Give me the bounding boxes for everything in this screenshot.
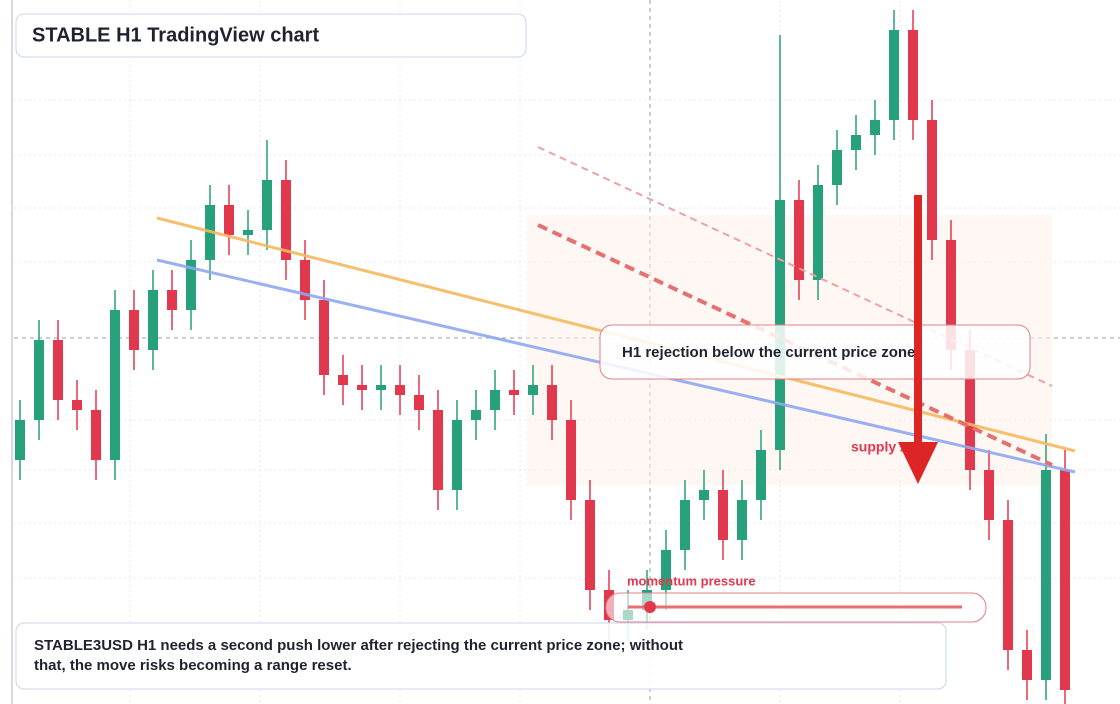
candle-body bbox=[528, 385, 538, 395]
candle-body bbox=[224, 205, 234, 235]
candle-body bbox=[243, 230, 253, 235]
candle-body bbox=[794, 200, 804, 280]
candle-body bbox=[376, 385, 386, 390]
candle-body bbox=[946, 240, 956, 350]
candle-body bbox=[452, 420, 462, 490]
candle-body bbox=[1041, 470, 1051, 680]
candle-body bbox=[490, 390, 500, 410]
candles bbox=[15, 10, 1070, 704]
candle-body bbox=[851, 135, 861, 150]
momentum-label: momentum pressure bbox=[627, 573, 756, 588]
candle-body bbox=[357, 385, 367, 390]
candle-body bbox=[1003, 520, 1013, 650]
candle-body bbox=[1022, 650, 1032, 680]
annotation-box bbox=[599, 324, 1031, 380]
candle-body bbox=[889, 30, 899, 120]
candle-body bbox=[908, 30, 918, 120]
candle-body bbox=[509, 390, 519, 395]
chart-title: STABLE H1 TradingView chart bbox=[32, 24, 319, 46]
candle-body bbox=[471, 410, 481, 420]
zone-label: H1 rejection below the current price zon… bbox=[622, 344, 915, 361]
momentum-dot bbox=[644, 601, 656, 613]
arrow-head bbox=[898, 442, 938, 484]
candle-body bbox=[1060, 470, 1070, 690]
candle-body bbox=[395, 385, 405, 395]
note-wrap: STABLE3USD H1 needs a second push lower … bbox=[34, 637, 684, 674]
candle-body bbox=[110, 310, 120, 460]
candle-body bbox=[927, 120, 937, 240]
channel-line bbox=[537, 223, 1053, 467]
candle-body bbox=[585, 500, 595, 590]
candle-body bbox=[186, 260, 196, 310]
candle-body bbox=[813, 185, 823, 280]
candle-body bbox=[15, 420, 25, 460]
candle-body bbox=[34, 340, 44, 420]
candle-body bbox=[547, 385, 557, 420]
candle-body bbox=[148, 290, 158, 350]
candle-body bbox=[53, 340, 63, 400]
candle-body bbox=[72, 400, 82, 410]
candle-body bbox=[414, 395, 424, 410]
candle-body bbox=[262, 180, 272, 230]
candle-body bbox=[566, 420, 576, 500]
candle-body bbox=[91, 410, 101, 460]
note: STABLE3USD H1 needs a second push lower … bbox=[34, 637, 684, 674]
candle-body bbox=[300, 260, 310, 300]
candle-body bbox=[737, 500, 747, 540]
candle-body bbox=[319, 300, 329, 375]
candle-body bbox=[129, 310, 139, 350]
candle-body bbox=[680, 500, 690, 550]
candle-body bbox=[699, 490, 709, 500]
candle-body bbox=[661, 550, 671, 590]
candle-body bbox=[433, 410, 443, 490]
candle-body bbox=[965, 350, 975, 470]
candle-body bbox=[281, 180, 291, 260]
candle-body bbox=[718, 490, 728, 540]
candle-body bbox=[870, 120, 880, 135]
title-box bbox=[15, 13, 527, 58]
note-box bbox=[15, 622, 947, 690]
candle-body bbox=[338, 375, 348, 385]
candle-body bbox=[984, 470, 994, 520]
candle-body bbox=[756, 450, 766, 500]
candle-body bbox=[167, 290, 177, 310]
candle-body bbox=[832, 150, 842, 185]
